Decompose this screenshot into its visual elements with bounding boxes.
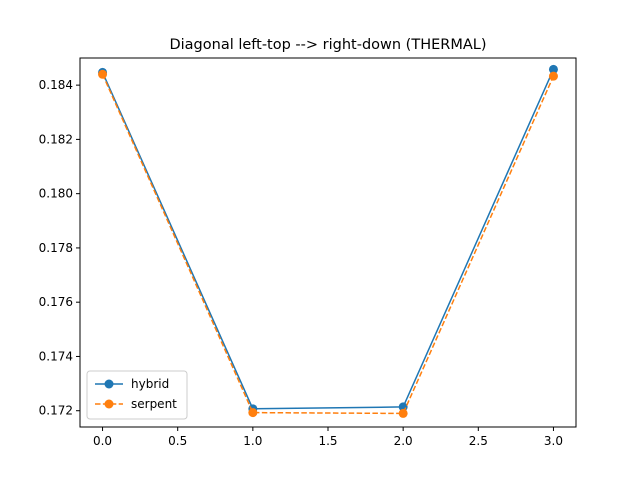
legend-label-serpent: serpent — [131, 397, 177, 411]
legend-marker-hybrid — [104, 379, 114, 389]
data-point-serpent — [98, 69, 108, 79]
x-tick-label: 2.0 — [394, 434, 413, 448]
y-tick-label: 0.184 — [39, 78, 73, 92]
y-tick-label: 0.176 — [39, 295, 73, 309]
data-point-serpent — [398, 408, 408, 418]
y-tick-label: 0.172 — [39, 404, 73, 418]
y-tick-label: 0.178 — [39, 241, 73, 255]
x-axis: 0.0 0.5 1.0 1.5 2.0 2.5 3.0 — [93, 427, 563, 448]
series-layer — [98, 64, 558, 418]
data-point-serpent — [248, 408, 258, 418]
legend-label-hybrid: hybrid — [131, 377, 169, 391]
x-tick-label: 2.5 — [469, 434, 488, 448]
series-line-hybrid — [101, 69, 555, 410]
chart-title: Diagonal left-top --> right-down (THERMA… — [169, 37, 486, 53]
x-tick-label: 0.0 — [93, 434, 112, 448]
y-tick-label: 0.174 — [39, 349, 73, 363]
y-tick-label: 0.182 — [39, 132, 73, 146]
x-tick-label: 1.0 — [243, 434, 262, 448]
series-line-serpent — [101, 73, 555, 415]
data-point-hybrid — [548, 64, 558, 74]
x-tick-label: 3.0 — [544, 434, 563, 448]
y-tick-label: 0.180 — [39, 187, 73, 201]
x-tick-label: 0.5 — [168, 434, 187, 448]
legend-marker-serpent — [104, 399, 114, 409]
y-axis: 0.172 0.174 0.176 0.178 0.180 0.182 0.184 — [39, 78, 80, 418]
legend: hybrid serpent — [86, 370, 188, 420]
data-point-serpent — [548, 71, 558, 81]
x-tick-label: 1.5 — [318, 434, 337, 448]
